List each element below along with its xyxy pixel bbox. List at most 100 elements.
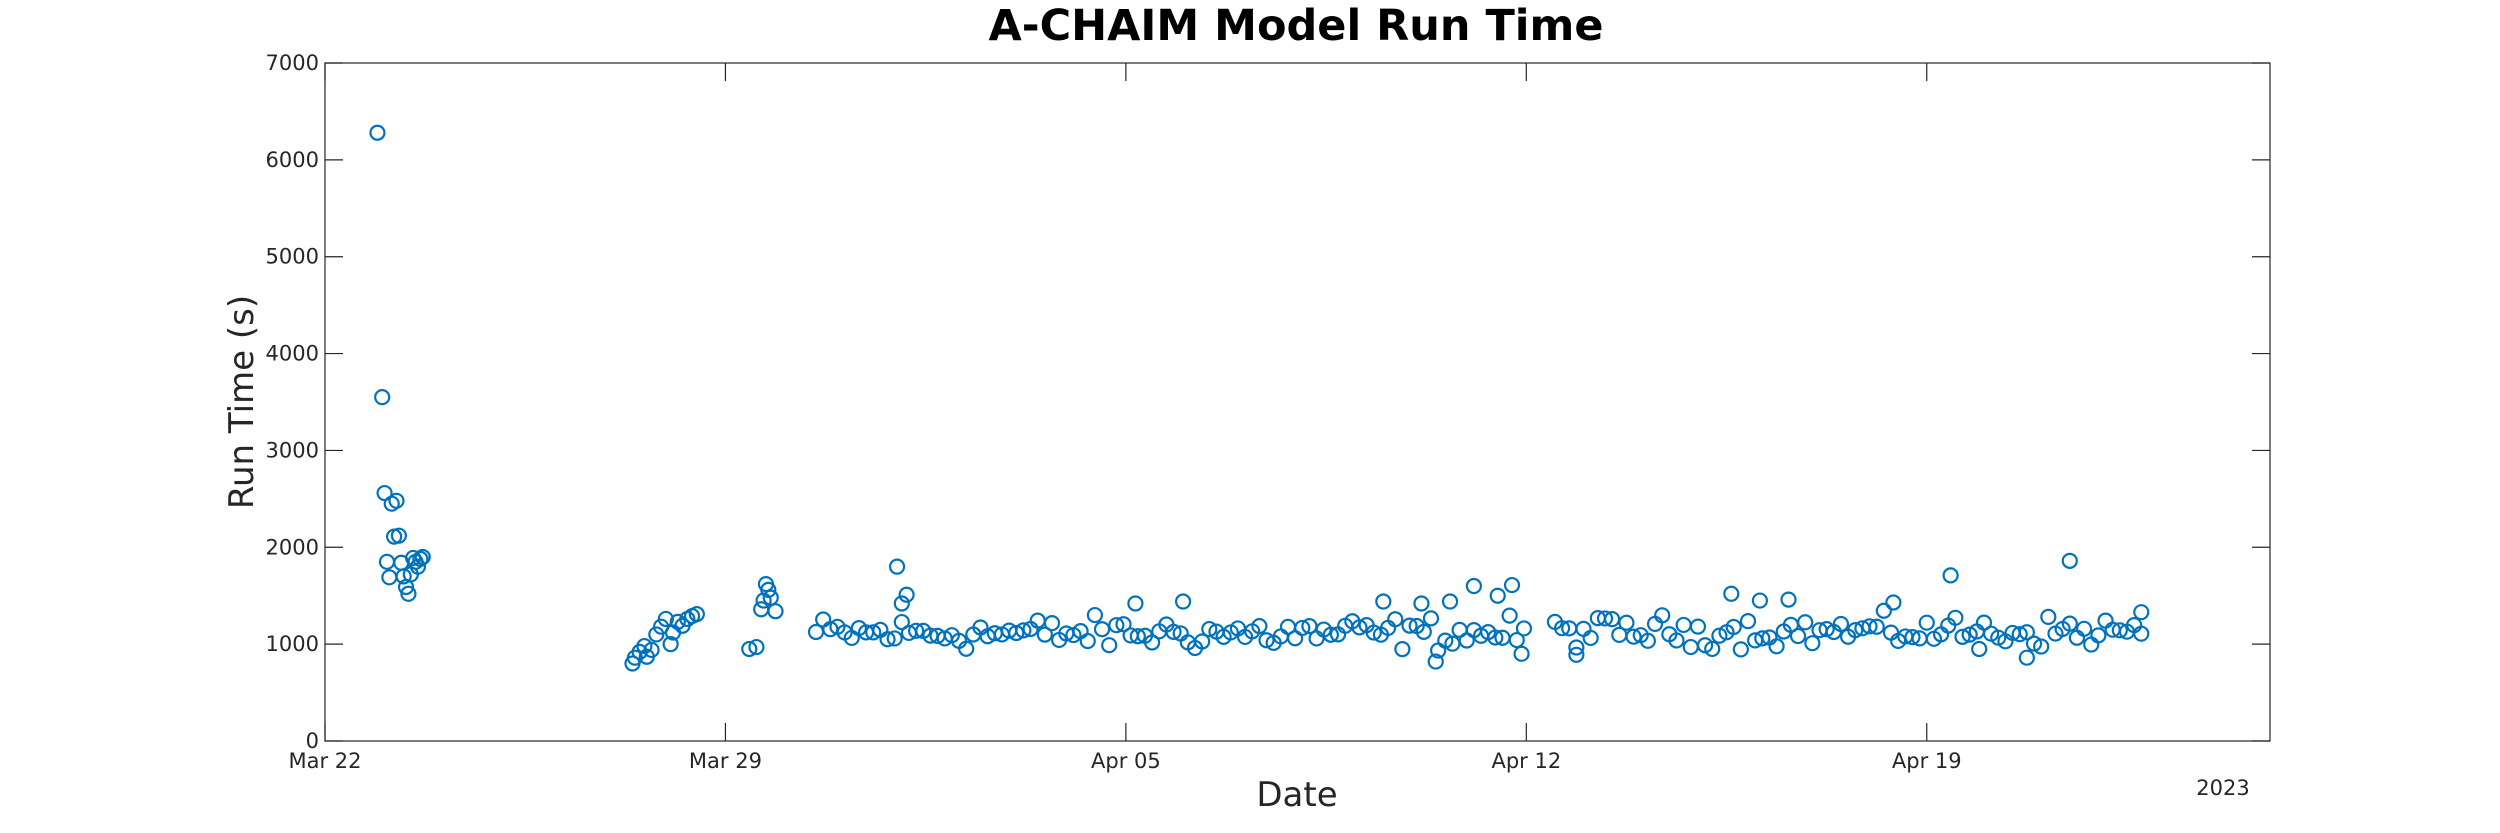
data-point xyxy=(369,124,386,141)
data-point xyxy=(893,595,910,612)
data-point xyxy=(1441,593,1459,610)
data-point xyxy=(886,630,903,647)
data-point xyxy=(1751,592,1769,609)
data-point xyxy=(1465,577,1482,595)
data-point xyxy=(1086,606,1103,624)
data-point xyxy=(879,631,896,648)
data-point xyxy=(662,636,679,653)
data-point xyxy=(1501,607,1518,624)
data-point xyxy=(1568,646,1585,663)
data-point xyxy=(2033,638,2050,655)
data-point xyxy=(1739,613,1757,630)
data-point xyxy=(1129,628,1146,645)
data-point xyxy=(1723,585,1740,602)
data-point xyxy=(1947,609,1964,626)
x-tick-label: Apr 05 xyxy=(1091,749,1161,773)
y-tick-label: 0 xyxy=(306,729,319,753)
data-point xyxy=(1942,567,1959,584)
data-point xyxy=(1568,639,1585,656)
data-point xyxy=(1861,618,1878,635)
data-point xyxy=(748,638,765,656)
data-point xyxy=(1754,630,1771,647)
data-point xyxy=(958,640,975,657)
data-point xyxy=(1415,623,1432,640)
data-point xyxy=(1625,628,1642,645)
data-point xyxy=(2061,615,2078,632)
data-point xyxy=(898,586,915,603)
y-tick-label: 1000 xyxy=(266,632,319,656)
data-point xyxy=(1582,629,1599,647)
data-point xyxy=(400,585,417,602)
data-point xyxy=(1127,595,1144,612)
data-point xyxy=(1971,640,1988,658)
data-point xyxy=(1322,626,1339,643)
data-point xyxy=(1201,620,1218,638)
data-point xyxy=(414,548,431,566)
data-point xyxy=(762,589,779,606)
y-tick-label: 7000 xyxy=(266,51,319,75)
x-tick-label: Mar 29 xyxy=(689,749,762,773)
y-axis-label: Run Time (s) xyxy=(222,295,262,509)
data-point xyxy=(893,613,910,631)
data-point xyxy=(1251,618,1268,635)
data-point xyxy=(1174,593,1192,610)
data-point xyxy=(1604,611,1621,628)
y-tick-label: 3000 xyxy=(266,438,319,462)
data-point xyxy=(374,389,391,406)
y-tick-label: 5000 xyxy=(266,245,319,269)
data-point xyxy=(1868,618,1885,635)
data-point xyxy=(767,603,784,620)
data-point xyxy=(2018,649,2035,666)
data-point xyxy=(1194,633,1211,650)
data-point xyxy=(1487,629,1504,646)
data-point xyxy=(1503,576,1521,594)
data-point xyxy=(1422,610,1440,627)
data-point xyxy=(1639,632,1656,649)
data-points xyxy=(369,124,2150,672)
y-tick-label: 2000 xyxy=(266,535,319,559)
data-point xyxy=(1165,623,1182,640)
data-point xyxy=(2133,625,2150,642)
data-point xyxy=(1008,624,1025,642)
data-point xyxy=(741,640,758,658)
data-point xyxy=(1144,634,1161,651)
data-point xyxy=(412,550,429,568)
data-point xyxy=(1553,620,1571,637)
data-point xyxy=(1437,632,1454,649)
data-point xyxy=(657,610,674,628)
data-point xyxy=(1108,617,1125,634)
data-point xyxy=(1015,622,1032,639)
data-point xyxy=(1818,621,1835,638)
data-point xyxy=(865,624,882,641)
data-point xyxy=(1689,618,1707,635)
data-point xyxy=(1515,620,1533,637)
data-point xyxy=(1789,627,1807,645)
year-label: 2023 xyxy=(2196,776,2249,800)
data-point xyxy=(1961,626,1978,643)
y-tick-label: 4000 xyxy=(266,342,319,366)
data-point xyxy=(688,606,705,623)
chart-title: A-CHAIM Model Run Time xyxy=(988,1,1603,51)
data-point xyxy=(1596,610,1614,627)
data-point xyxy=(1725,618,1742,636)
data-point xyxy=(1832,615,1850,633)
data-point xyxy=(1885,594,1902,611)
data-point xyxy=(1036,626,1053,643)
data-point xyxy=(1732,641,1749,658)
data-point xyxy=(1954,628,1971,645)
data-point xyxy=(1704,640,1721,658)
data-point xyxy=(2075,620,2093,637)
data-point xyxy=(1427,653,1444,670)
data-point xyxy=(1387,611,1404,628)
data-point xyxy=(2061,552,2078,569)
data-point xyxy=(1668,632,1685,649)
data-point xyxy=(760,581,777,599)
data-point xyxy=(390,527,407,544)
data-point xyxy=(888,558,906,575)
data-point xyxy=(1508,631,1525,649)
data-point xyxy=(1975,614,1993,631)
data-point xyxy=(1618,614,1635,631)
x-tick-label: Mar 22 xyxy=(288,749,361,773)
data-point xyxy=(2090,627,2107,644)
